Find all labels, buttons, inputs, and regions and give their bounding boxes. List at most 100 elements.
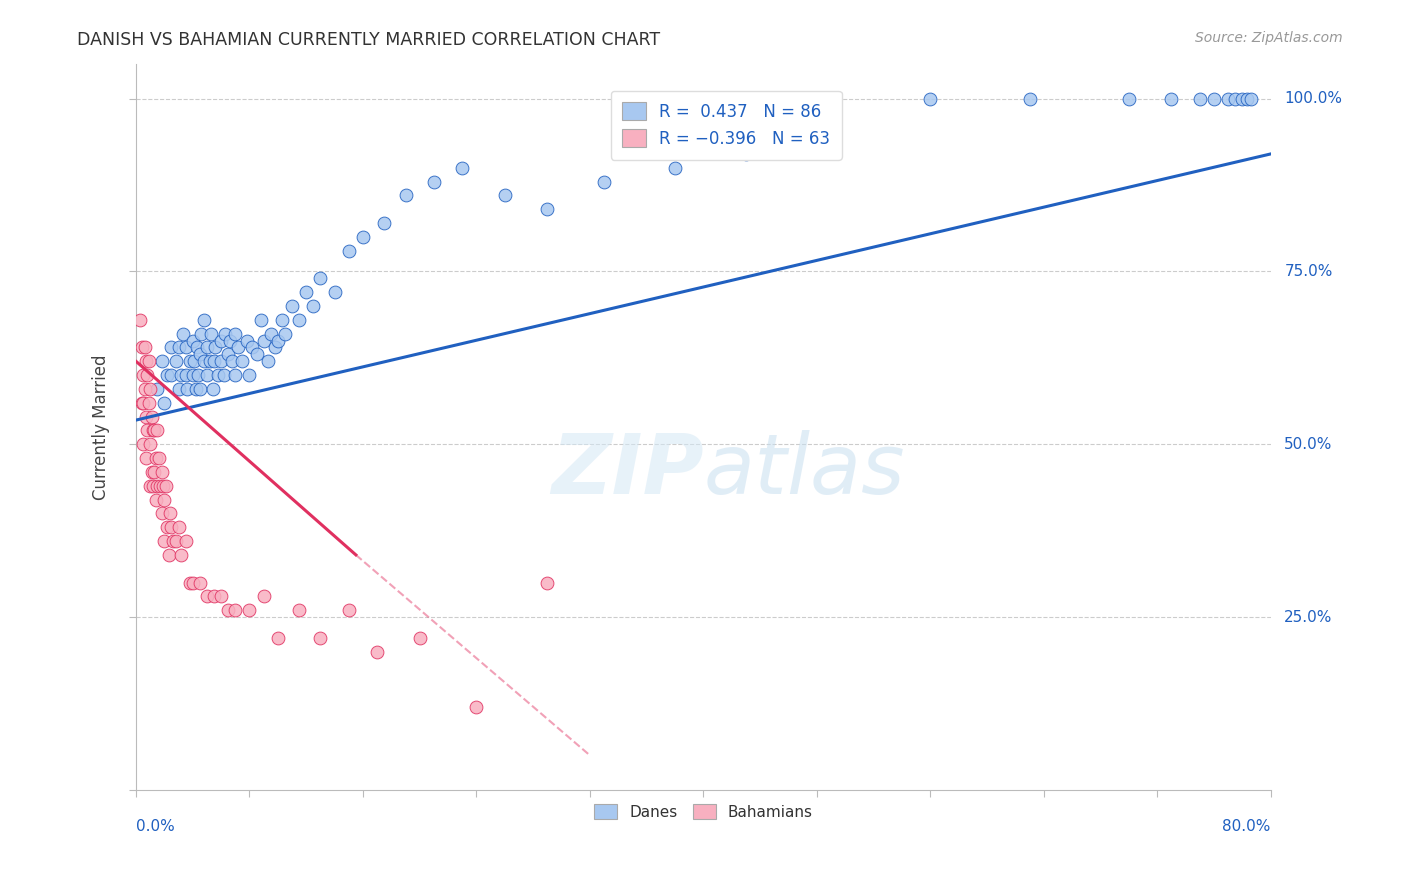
- Text: 50.0%: 50.0%: [1284, 437, 1333, 451]
- Text: Source: ZipAtlas.com: Source: ZipAtlas.com: [1195, 31, 1343, 45]
- Point: [134, 341, 156, 355]
- Point: [1225, 92, 1247, 106]
- Point: [409, 631, 432, 645]
- Point: [195, 368, 218, 383]
- Point: [267, 334, 290, 348]
- Point: [132, 396, 155, 410]
- Text: 100.0%: 100.0%: [1284, 91, 1343, 106]
- Point: [281, 299, 304, 313]
- Point: [302, 299, 325, 313]
- Point: [735, 147, 758, 161]
- Point: [201, 382, 224, 396]
- Point: [145, 451, 167, 466]
- Point: [145, 492, 167, 507]
- Point: [494, 188, 516, 202]
- Point: [221, 354, 243, 368]
- Point: [337, 244, 360, 258]
- Point: [146, 479, 169, 493]
- Point: [209, 354, 232, 368]
- Point: [139, 479, 162, 493]
- Point: [226, 341, 249, 355]
- Point: [288, 603, 311, 617]
- Point: [465, 700, 488, 714]
- Point: [224, 326, 246, 341]
- Point: [1240, 92, 1263, 106]
- Point: [174, 534, 197, 549]
- Point: [187, 368, 209, 383]
- Text: 25.0%: 25.0%: [1284, 609, 1333, 624]
- Point: [155, 479, 177, 493]
- Point: [188, 382, 211, 396]
- Point: [131, 396, 153, 410]
- Point: [309, 631, 332, 645]
- Point: [183, 354, 205, 368]
- Point: [1202, 92, 1225, 106]
- Point: [193, 313, 215, 327]
- Point: [1188, 92, 1211, 106]
- Point: [193, 354, 215, 368]
- Point: [1160, 92, 1182, 106]
- Point: [536, 575, 558, 590]
- Point: [188, 347, 211, 361]
- Point: [138, 354, 160, 368]
- Point: [593, 175, 616, 189]
- Point: [181, 575, 204, 590]
- Point: [451, 161, 474, 175]
- Point: [209, 334, 232, 348]
- Point: [1236, 92, 1258, 106]
- Point: [141, 465, 163, 479]
- Point: [394, 188, 416, 202]
- Point: [352, 230, 374, 244]
- Point: [148, 451, 170, 466]
- Point: [135, 354, 157, 368]
- Point: [141, 409, 163, 424]
- Point: [167, 341, 190, 355]
- Point: [153, 534, 176, 549]
- Point: [231, 354, 253, 368]
- Text: atlas: atlas: [703, 430, 905, 511]
- Point: [209, 590, 232, 604]
- Point: [170, 368, 193, 383]
- Point: [1218, 92, 1240, 106]
- Point: [204, 341, 226, 355]
- Point: [181, 334, 204, 348]
- Point: [162, 534, 184, 549]
- Point: [138, 396, 160, 410]
- Point: [132, 368, 155, 383]
- Point: [176, 382, 198, 396]
- Point: [156, 368, 179, 383]
- Point: [920, 92, 942, 106]
- Point: [202, 590, 225, 604]
- Point: [274, 326, 297, 341]
- Text: ZIP: ZIP: [551, 430, 703, 511]
- Point: [179, 575, 201, 590]
- Point: [288, 313, 311, 327]
- Point: [142, 424, 165, 438]
- Legend: Danes, Bahamians: Danes, Bahamians: [588, 797, 818, 826]
- Point: [143, 424, 166, 438]
- Point: [1118, 92, 1140, 106]
- Point: [179, 354, 201, 368]
- Point: [135, 451, 157, 466]
- Point: [165, 354, 187, 368]
- Point: [156, 520, 179, 534]
- Point: [264, 341, 287, 355]
- Point: [160, 368, 183, 383]
- Point: [323, 285, 346, 300]
- Point: [245, 347, 267, 361]
- Point: [224, 603, 246, 617]
- Point: [536, 202, 558, 217]
- Point: [172, 326, 194, 341]
- Point: [195, 341, 218, 355]
- Point: [250, 313, 273, 327]
- Point: [218, 334, 240, 348]
- Point: [136, 424, 159, 438]
- Point: [174, 368, 197, 383]
- Point: [146, 424, 169, 438]
- Point: [150, 354, 173, 368]
- Point: [149, 479, 172, 493]
- Point: [423, 175, 446, 189]
- Point: [184, 382, 207, 396]
- Point: [271, 313, 294, 327]
- Point: [132, 437, 155, 451]
